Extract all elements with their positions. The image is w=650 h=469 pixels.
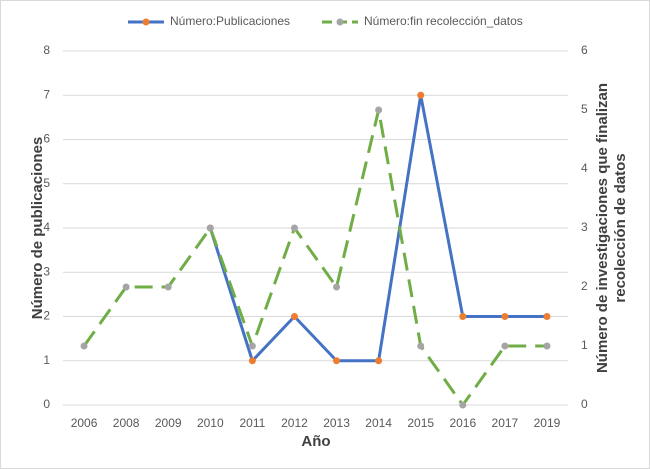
y-tick-label: 0 — [43, 397, 50, 411]
point-marker — [164, 283, 172, 291]
x-tick-label: 2010 — [197, 416, 224, 430]
point-marker — [417, 91, 425, 99]
point-marker — [501, 342, 509, 350]
x-tick-label: 2006 — [71, 416, 98, 430]
series-line — [82, 108, 547, 407]
x-axis-title: Año — [301, 433, 330, 450]
y-tick-label: 8 — [43, 43, 50, 57]
legend-label: Número:Publicaciones — [170, 14, 290, 28]
point-marker — [375, 106, 383, 114]
point-marker — [459, 401, 467, 409]
point-marker — [417, 342, 425, 350]
x-tick-label: 2012 — [281, 416, 308, 430]
legend-marker — [142, 18, 150, 26]
y-axis-title: Número de publicaciones — [29, 137, 46, 320]
point-marker — [248, 357, 256, 365]
x-tick-label: 2011 — [239, 416, 265, 430]
y2-tick-label: 1 — [581, 338, 588, 352]
x-tick-label: 2014 — [365, 416, 392, 430]
point-marker — [333, 283, 341, 291]
y2-tick-label: 5 — [581, 102, 588, 116]
x-tick-label: 2016 — [449, 416, 476, 430]
point-marker — [290, 313, 298, 320]
x-tick-label: 2013 — [323, 416, 350, 430]
x-tick-label: 2009 — [155, 416, 182, 430]
y2-axis-title: Número de investigaciones que finalizan — [594, 83, 611, 373]
point-marker — [122, 283, 130, 291]
y2-tick-label: 0 — [581, 397, 588, 411]
point-marker — [248, 342, 256, 350]
point-marker — [333, 357, 341, 365]
y-tick-label: 1 — [43, 353, 50, 367]
y-tick-label: 7 — [43, 87, 50, 101]
x-tick-label: 2017 — [492, 416, 519, 430]
point-marker — [459, 313, 467, 320]
y2-tick-label: 3 — [581, 220, 588, 234]
point-marker — [290, 224, 298, 232]
y-tick-label: 3 — [43, 264, 50, 278]
y2-tick-label: 4 — [581, 161, 588, 175]
legend-marker — [336, 18, 344, 26]
legend-label: Número:fin recolección_datos — [364, 14, 523, 28]
x-tick-label: 2008 — [113, 416, 140, 430]
y2-tick-label: 6 — [581, 43, 588, 57]
point-marker — [206, 224, 214, 232]
point-marker — [501, 313, 509, 320]
y-tick-label: 6 — [43, 132, 50, 146]
point-marker — [543, 342, 551, 350]
point-marker — [375, 357, 383, 365]
point-marker — [543, 313, 551, 320]
y-tick-label: 5 — [43, 176, 50, 190]
y-tick-label: 4 — [43, 220, 50, 234]
y-tick-label: 2 — [43, 309, 50, 323]
x-tick-label: 2019 — [534, 416, 561, 430]
y2-axis-title: recolección de datos — [612, 153, 629, 302]
point-marker — [80, 342, 88, 350]
y2-tick-label: 2 — [581, 279, 588, 293]
x-tick-label: 2015 — [407, 416, 434, 430]
